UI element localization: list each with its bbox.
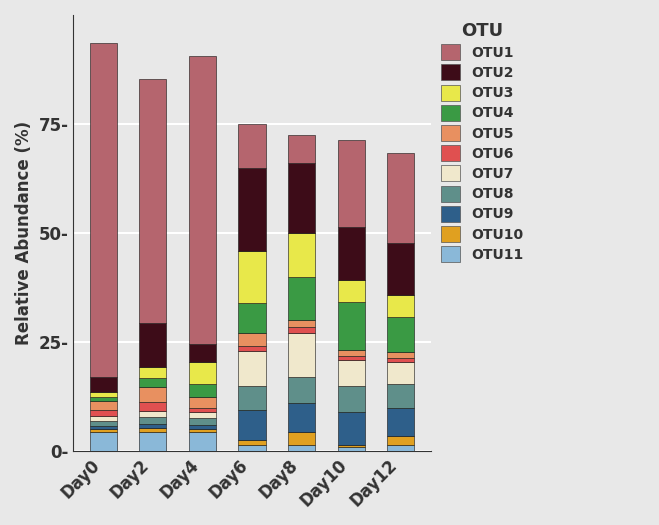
Legend: OTU1, OTU2, OTU3, OTU4, OTU5, OTU6, OTU7, OTU8, OTU9, OTU10, OTU11: OTU1, OTU2, OTU3, OTU4, OTU5, OTU6, OTU7…	[441, 22, 524, 262]
Bar	[337, 360, 365, 386]
Bar	[139, 402, 167, 411]
Bar	[239, 410, 266, 440]
Bar	[139, 79, 167, 323]
Bar	[387, 352, 415, 358]
Bar	[188, 412, 216, 418]
Bar	[90, 377, 117, 392]
Bar	[387, 358, 415, 362]
Bar	[90, 426, 117, 429]
Bar	[188, 429, 216, 432]
Bar	[90, 44, 117, 377]
Bar	[239, 440, 266, 445]
Bar	[139, 432, 167, 451]
Bar	[239, 445, 266, 451]
Bar	[188, 362, 216, 384]
Bar	[90, 421, 117, 426]
Bar	[90, 432, 117, 451]
Bar	[90, 401, 117, 410]
Bar	[387, 153, 415, 243]
Bar	[139, 411, 167, 417]
Bar	[337, 386, 365, 412]
Bar	[288, 233, 315, 277]
Bar	[90, 410, 117, 416]
Bar	[288, 163, 315, 233]
Bar	[139, 417, 167, 424]
Bar	[288, 277, 315, 320]
Bar	[337, 280, 365, 301]
Bar	[188, 432, 216, 451]
Bar	[139, 378, 167, 386]
Bar	[139, 367, 167, 378]
Bar	[188, 56, 216, 344]
Bar	[288, 135, 315, 163]
Bar	[337, 412, 365, 445]
Bar	[337, 227, 365, 280]
Bar	[188, 384, 216, 396]
Bar	[387, 317, 415, 352]
Bar	[90, 396, 117, 401]
Bar	[239, 124, 266, 167]
Bar	[239, 386, 266, 410]
Bar	[337, 301, 365, 350]
Bar	[188, 396, 216, 407]
Bar	[139, 323, 167, 367]
Bar	[337, 356, 365, 360]
Bar	[139, 424, 167, 428]
Bar	[288, 320, 315, 327]
Bar	[90, 416, 117, 421]
Bar	[90, 392, 117, 396]
Bar	[188, 407, 216, 412]
Bar	[188, 425, 216, 429]
Bar	[387, 384, 415, 407]
Bar	[337, 445, 365, 447]
Y-axis label: Relative Abundance (%): Relative Abundance (%)	[15, 121, 33, 345]
Bar	[139, 386, 167, 402]
Bar	[288, 432, 315, 445]
Bar	[337, 447, 365, 451]
Bar	[288, 333, 315, 377]
Bar	[288, 377, 315, 403]
Bar	[387, 243, 415, 295]
Bar	[90, 429, 117, 432]
Bar	[239, 333, 266, 346]
Bar	[239, 303, 266, 333]
Bar	[387, 295, 415, 317]
Bar	[239, 250, 266, 303]
Bar	[337, 140, 365, 227]
Bar	[239, 167, 266, 250]
Bar	[337, 350, 365, 356]
Bar	[387, 407, 415, 436]
Bar	[288, 327, 315, 333]
Bar	[387, 445, 415, 451]
Bar	[239, 351, 266, 386]
Bar	[288, 403, 315, 432]
Bar	[188, 418, 216, 425]
Bar	[139, 428, 167, 432]
Bar	[387, 362, 415, 384]
Bar	[387, 436, 415, 445]
Bar	[288, 445, 315, 451]
Bar	[188, 344, 216, 362]
Bar	[239, 346, 266, 351]
